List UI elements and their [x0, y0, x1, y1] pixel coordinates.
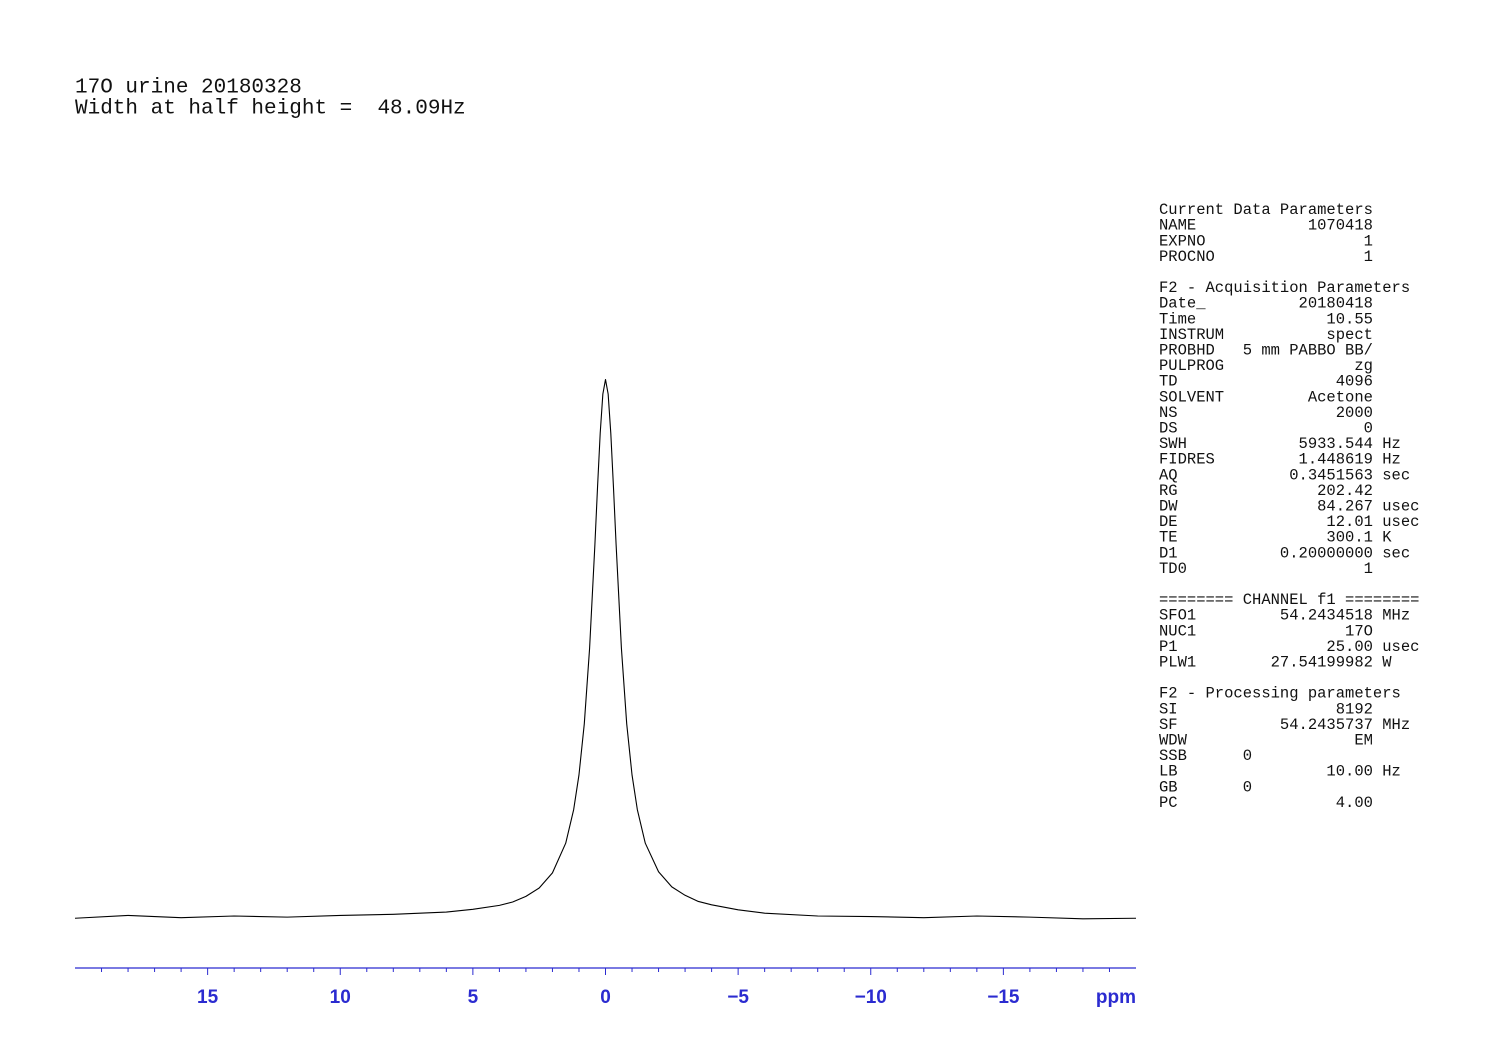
- parameter-row: TD0 1: [1159, 560, 1373, 578]
- parameter-row: SWH 5933.544 Hz: [1159, 435, 1401, 453]
- parameter-row: SI 8192: [1159, 700, 1373, 718]
- x-tick-label: −10: [855, 987, 887, 1008]
- parameter-row: PULPROG zg: [1159, 357, 1373, 375]
- parameter-heading: ======== CHANNEL f1 ========: [1159, 591, 1419, 609]
- x-tick-label: −15: [987, 987, 1020, 1008]
- parameter-row: INSTRUM spect: [1159, 326, 1373, 344]
- parameter-row: FIDRES 1.448619 Hz: [1159, 451, 1401, 469]
- parameter-row: SFO1 54.2434518 MHz: [1159, 607, 1410, 625]
- parameter-row: NUC1 17O: [1159, 622, 1373, 640]
- parameter-row: PC 4.00: [1159, 794, 1373, 812]
- parameter-row: PROCNO 1: [1159, 248, 1373, 266]
- spectrum-line: [74, 378, 1137, 920]
- x-tick-label: −5: [727, 987, 749, 1008]
- parameter-row: PROBHD 5 mm PABBO BB/: [1159, 341, 1373, 359]
- x-tick-label: 0: [600, 987, 611, 1008]
- parameter-row: PLW1 27.54199982 W: [1159, 653, 1392, 671]
- parameter-row: SF 54.2435737 MHz: [1159, 716, 1410, 734]
- chart-title: 17O urine 20180328: [75, 77, 302, 100]
- x-axis-label: ppm: [1096, 987, 1136, 1008]
- x-tick-label: 10: [330, 987, 351, 1008]
- parameter-row: GB 0: [1159, 778, 1252, 796]
- parameter-row: P1 25.00 usec: [1159, 638, 1419, 656]
- parameter-row: D1 0.20000000 sec: [1159, 544, 1410, 562]
- parameter-heading: F2 - Processing parameters: [1159, 685, 1401, 703]
- x-tick-label: 5: [468, 987, 479, 1008]
- parameter-row: Date_ 20180418: [1159, 295, 1373, 313]
- parameter-row: EXPNO 1: [1159, 232, 1373, 250]
- parameter-row: LB 10.00 Hz: [1159, 763, 1401, 781]
- parameter-row: SSB 0: [1159, 747, 1252, 765]
- parameter-heading: F2 - Acquisition Parameters: [1159, 279, 1410, 297]
- parameter-row: WDW EM: [1159, 731, 1373, 749]
- parameter-row: TD 4096: [1159, 373, 1373, 391]
- parameter-row: RG 202.42: [1159, 482, 1373, 500]
- parameter-row: SOLVENT Acetone: [1159, 388, 1373, 406]
- parameter-heading: Current Data Parameters: [1159, 201, 1373, 219]
- parameter-row: DS 0: [1159, 419, 1373, 437]
- parameter-row: DW 84.267 usec: [1159, 497, 1419, 515]
- parameter-row: NAME 1070418: [1159, 217, 1373, 235]
- parameter-row: DE 12.01 usec: [1159, 513, 1419, 531]
- parameter-row: TE 300.1 K: [1159, 529, 1392, 547]
- parameter-row: AQ 0.3451563 sec: [1159, 466, 1410, 484]
- x-tick-label: 15: [197, 987, 219, 1008]
- parameter-row: Time 10.55: [1159, 310, 1373, 328]
- chart-subtitle: Width at half height = 48.09Hz: [75, 98, 466, 121]
- parameter-row: NS 2000: [1159, 404, 1373, 422]
